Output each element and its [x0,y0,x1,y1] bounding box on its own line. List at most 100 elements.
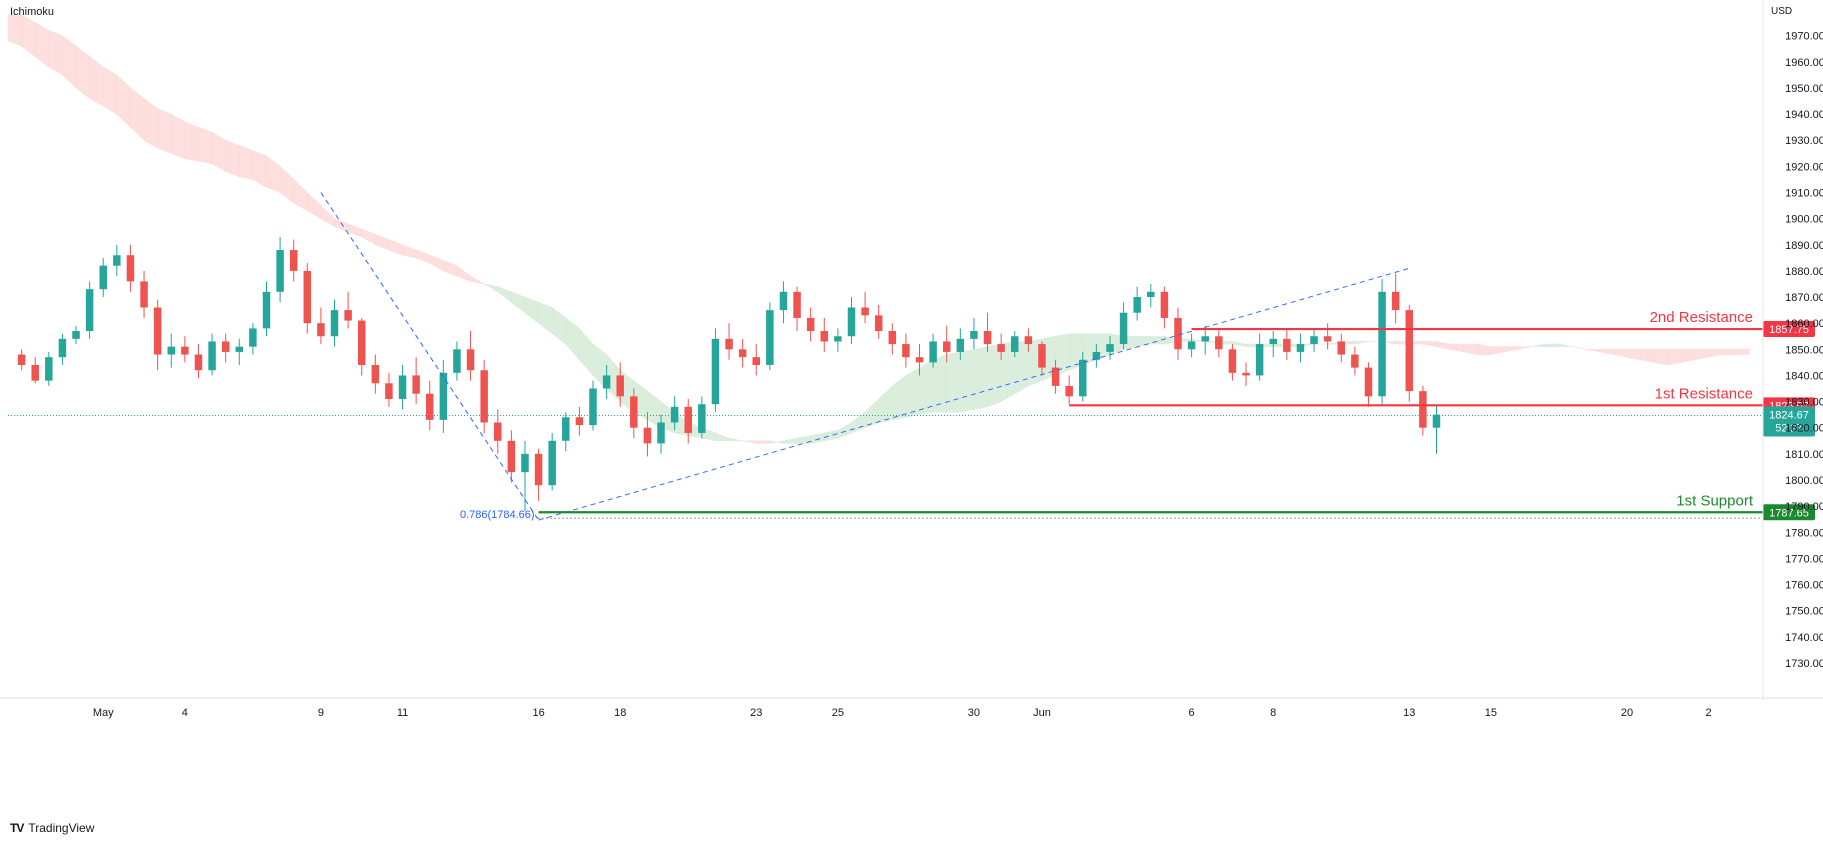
cloud-segment [279,165,294,204]
y-tick-label: 1810.00 [1785,449,1823,461]
cloud-segment [75,45,90,100]
cloud-segment [769,440,784,444]
cloud-segment [892,374,907,421]
indicator-label[interactable]: Ichimoku [10,6,55,18]
candle [1310,328,1318,352]
candle [711,328,720,413]
candle-body [915,357,924,363]
candle [385,372,393,407]
cloud-segment [157,108,172,154]
y-tick-label: 1740.00 [1785,632,1823,644]
candle-body [725,338,733,350]
candle [1160,286,1169,329]
cloud-segment [1436,341,1451,350]
cloud-segment [1721,349,1737,355]
level-2nd-resistance-price-tag [1763,321,1815,338]
candle-body [167,346,175,355]
candle [1419,385,1427,436]
candle [902,333,910,368]
cloud-segment [484,283,499,293]
candle [221,333,230,363]
countdown-text: 52:27 [1775,423,1803,435]
candle [820,317,829,352]
y-tick-label: 1860.00 [1785,318,1823,330]
candle [17,349,26,371]
candle [72,325,80,345]
candle [303,263,312,334]
y-tick-label: 1880.00 [1785,266,1823,278]
candle-body [1351,354,1359,368]
currency-label[interactable]: USD [1771,6,1793,17]
level-1st-support-price-text: 1787.65 [1769,507,1809,519]
cloud-segment [973,346,988,410]
candle [562,412,570,452]
y-tick-label: 1780.00 [1785,527,1823,539]
candle [534,448,543,501]
candle [888,323,897,355]
candle [439,359,448,433]
candle-body [711,338,720,405]
cloud-segment [1531,343,1546,347]
candle [684,398,692,444]
tradingview-brand[interactable]: TV TradingView [10,821,94,835]
candle-body [1079,359,1087,397]
candle [330,299,339,347]
candle [167,333,175,368]
level-2nd-resistance-label: 2nd Resistance [1650,309,1753,326]
candle-body [113,255,121,266]
candle-body [834,336,842,342]
candle-body [1255,344,1264,376]
y-tick-label: 1820.00 [1785,423,1823,435]
candle [140,270,148,318]
candle-body [779,291,788,311]
y-tick-label: 1800.00 [1785,475,1823,487]
candle [289,239,298,282]
level-1st-resistance-label: 1st Resistance [1655,385,1753,402]
cloud-segment [755,440,771,444]
cloud-segment [1490,346,1505,355]
candle-body [208,341,216,371]
candle [1011,331,1019,358]
cloud-segment [987,343,1002,408]
cloud-segment [429,254,444,272]
cloud-segment [1558,343,1573,347]
fib-label: 0.786(1784.66) [460,509,535,521]
candle [412,357,420,405]
candle [153,299,162,371]
candle-body [1051,367,1060,386]
cloud-segment [456,265,471,282]
cloud-segment [307,191,322,220]
cloud-segment [960,348,975,413]
x-tick-label: 15 [1485,707,1497,719]
cloud-segment [238,145,254,180]
candle-body [1187,341,1196,350]
candle [752,344,760,376]
y-tick-label: 1950.00 [1785,83,1823,95]
candle [1106,336,1114,360]
candle-body [371,364,380,384]
cloud-segment [1626,349,1641,361]
candle-body [616,375,624,397]
candle-body [194,354,203,371]
candle [99,257,107,298]
candle-body [657,422,665,444]
cloud-segment [905,367,920,418]
candle [1119,302,1128,350]
candle [1215,328,1223,358]
candle-body [1296,344,1305,352]
candle-body [249,328,257,347]
candle [657,414,665,454]
cloud-segment [470,275,485,285]
x-tick-label: 16 [532,707,544,719]
candle [126,244,135,292]
candle-body [1011,336,1019,352]
cloud-segment [388,239,403,256]
cloud-segment [1463,343,1478,355]
candle [344,291,352,329]
candle [861,291,869,324]
candle [997,333,1005,360]
cloud-segment [361,228,376,246]
